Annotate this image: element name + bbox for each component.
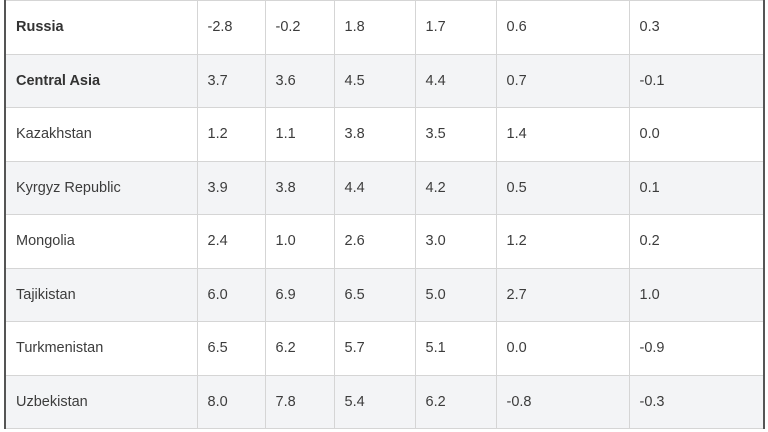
- table-body: Russia -2.8 -0.2 1.8 1.7 0.6 0.3 Central Asia 3.…: [5, 0, 765, 429]
- table-cell: 3.9: [196, 160, 266, 215]
- table-cell: 3.8: [264, 160, 335, 215]
- table-cell: 3.0: [414, 214, 497, 269]
- table-cell: 1.2: [196, 107, 266, 162]
- table-cell: 6.5: [333, 267, 416, 322]
- table-cell: 5.0: [414, 267, 497, 322]
- table-cell: 1.0: [264, 214, 335, 269]
- table-cell: 2.7: [495, 267, 630, 322]
- table-cell: 4.5: [333, 53, 416, 108]
- table-cell: 5.4: [333, 374, 416, 429]
- table-cell: 3.8: [333, 107, 416, 162]
- table-cell: 1.1: [264, 107, 335, 162]
- table-cell: -0.8: [495, 374, 630, 429]
- table-cell: -0.1: [628, 53, 765, 108]
- table-cell: 1.8: [333, 0, 416, 55]
- table-cell: 3.5: [414, 107, 497, 162]
- table-cell: 0.0: [628, 107, 765, 162]
- table-cell: 2.4: [196, 214, 266, 269]
- table-cell: 0.7: [495, 53, 630, 108]
- row-label: Central Asia: [5, 53, 198, 108]
- table-cell: 6.2: [264, 321, 335, 376]
- table-row: Turkmenistan 6.5 6.2 5.7 5.1 0.0 -0.9: [5, 321, 765, 376]
- table-cell: 6.2: [414, 374, 497, 429]
- table-cell: -0.9: [628, 321, 765, 376]
- table-row: Uzbekistan 8.0 7.8 5.4 6.2 -0.8 -0.3: [5, 374, 765, 429]
- table-cell: 1.0: [628, 267, 765, 322]
- table-cell: 1.7: [414, 0, 497, 55]
- table-row: Mongolia 2.4 1.0 2.6 3.0 1.2 0.2: [5, 214, 765, 269]
- table-cell: 0.0: [495, 321, 630, 376]
- table-row: Kazakhstan 1.2 1.1 3.8 3.5 1.4 0.0: [5, 107, 765, 162]
- table-cell: 4.4: [333, 160, 416, 215]
- table-cell: -2.8: [196, 0, 266, 55]
- row-label: Uzbekistan: [5, 374, 198, 429]
- table-cell: 1.2: [495, 214, 630, 269]
- row-label: Russia: [5, 0, 198, 55]
- table-cell: 5.1: [414, 321, 497, 376]
- table-cell: 0.3: [628, 0, 765, 55]
- table-cell: 0.2: [628, 214, 765, 269]
- table-row: Tajikistan 6.0 6.9 6.5 5.0 2.7 1.0: [5, 267, 765, 322]
- row-label: Turkmenistan: [5, 321, 198, 376]
- table-cell: 7.8: [264, 374, 335, 429]
- table-cell: 3.7: [196, 53, 266, 108]
- table-cell: 4.2: [414, 160, 497, 215]
- table-cell: 8.0: [196, 374, 266, 429]
- table-cell: 0.1: [628, 160, 765, 215]
- table-cell: 4.4: [414, 53, 497, 108]
- table-row: Russia -2.8 -0.2 1.8 1.7 0.6 0.3: [5, 0, 765, 55]
- row-label: Kyrgyz Republic: [5, 160, 198, 215]
- table-cell: -0.2: [264, 0, 335, 55]
- row-label: Mongolia: [5, 214, 198, 269]
- table-cell: -0.3: [628, 374, 765, 429]
- row-label: Kazakhstan: [5, 107, 198, 162]
- table-cell: 0.6: [495, 0, 630, 55]
- table-cell: 2.6: [333, 214, 416, 269]
- row-label: Tajikistan: [5, 267, 198, 322]
- table-cell: 6.5: [196, 321, 266, 376]
- table-cell: 6.9: [264, 267, 335, 322]
- table-row: Central Asia 3.7 3.6 4.5 4.4 0.7 -0.1: [5, 53, 765, 108]
- table-cell: 0.5: [495, 160, 630, 215]
- table-cell: 1.4: [495, 107, 630, 162]
- table-row: Kyrgyz Republic 3.9 3.8 4.4 4.2 0.5 0.1: [5, 160, 765, 215]
- table-cell: 6.0: [196, 267, 266, 322]
- table-cell: 3.6: [264, 53, 335, 108]
- table-cell: 5.7: [333, 321, 416, 376]
- data-table: Russia -2.8 -0.2 1.8 1.7 0.6 0.3 Central Asia 3.…: [4, 0, 765, 429]
